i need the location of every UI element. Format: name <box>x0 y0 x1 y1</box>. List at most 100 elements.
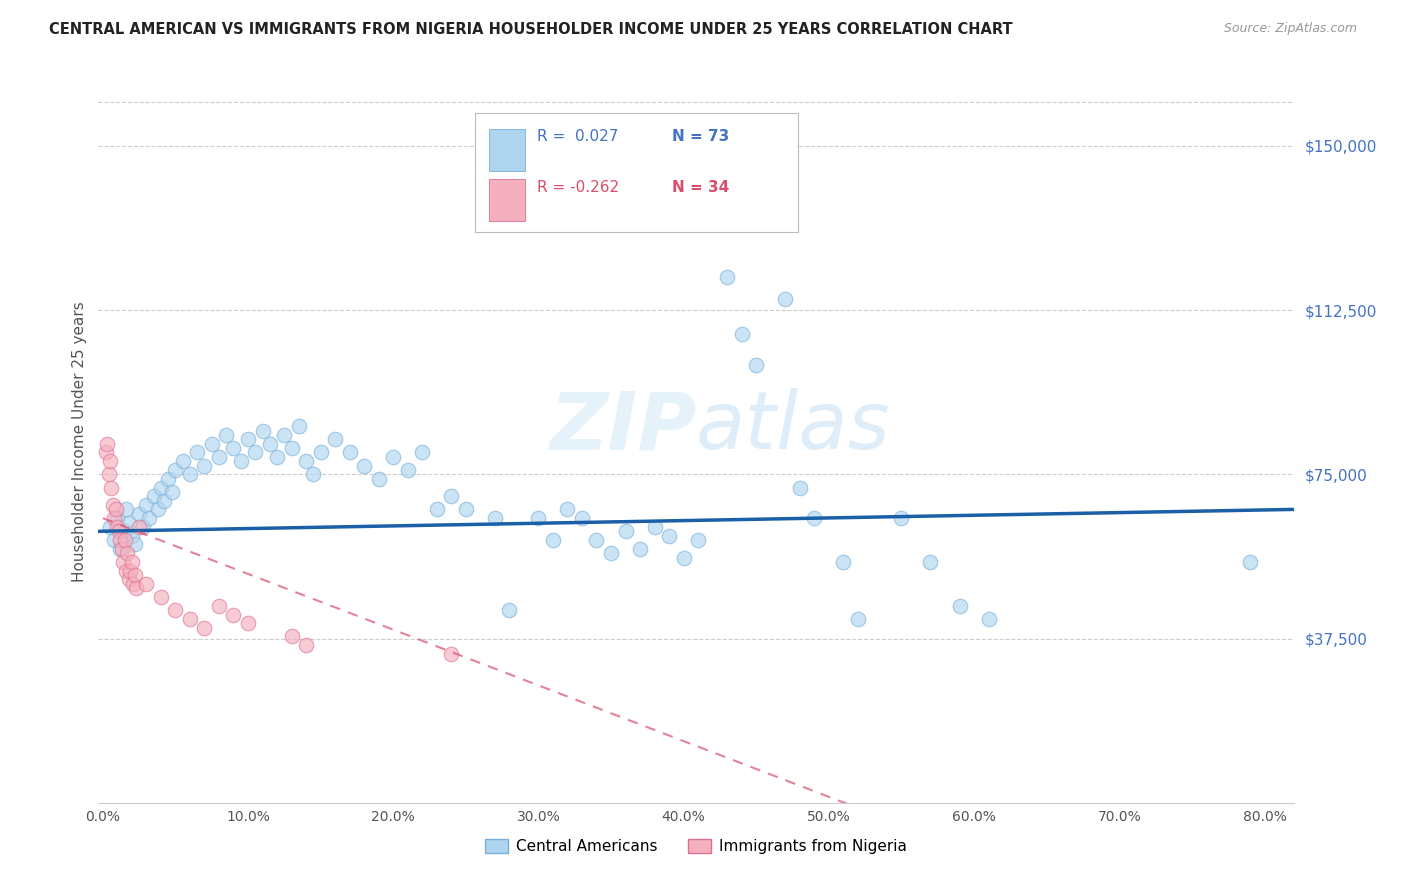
Text: Source: ZipAtlas.com: Source: ZipAtlas.com <box>1223 22 1357 36</box>
Point <box>280 629 302 643</box>
Point <box>832 555 855 569</box>
Point <box>105 520 128 534</box>
Point <box>259 436 281 450</box>
Point <box>600 546 623 560</box>
Point <box>396 463 419 477</box>
Point <box>775 292 797 306</box>
Point <box>236 433 259 447</box>
Point <box>165 603 187 617</box>
Point <box>124 568 146 582</box>
Point <box>121 529 143 543</box>
Point <box>1239 555 1261 569</box>
Point <box>186 445 208 459</box>
Point <box>152 493 174 508</box>
Point <box>236 616 259 631</box>
Point <box>111 541 134 556</box>
Bar <box>489 128 524 170</box>
Point <box>411 445 433 459</box>
Point <box>628 541 651 556</box>
Point <box>193 458 215 473</box>
Point <box>266 450 288 464</box>
Point <box>789 481 811 495</box>
Point <box>122 577 145 591</box>
Point <box>672 550 695 565</box>
Point <box>208 450 231 464</box>
Point <box>614 524 637 539</box>
Point <box>541 533 564 547</box>
Legend: Central Americans, Immigrants from Nigeria: Central Americans, Immigrants from Niger… <box>479 833 912 860</box>
Point <box>121 555 143 569</box>
Point <box>716 270 738 285</box>
Point <box>107 524 129 539</box>
Text: atlas: atlas <box>696 388 891 467</box>
Point <box>571 511 593 525</box>
Point <box>135 577 157 591</box>
Point <box>201 436 224 450</box>
Point <box>803 511 825 525</box>
Text: R = -0.262: R = -0.262 <box>537 180 619 195</box>
Point <box>323 433 346 447</box>
Point <box>100 481 122 495</box>
Point <box>295 454 318 468</box>
Point <box>120 564 142 578</box>
Text: R =  0.027: R = 0.027 <box>537 129 619 145</box>
Point <box>94 445 117 459</box>
Point <box>128 507 150 521</box>
Point <box>222 607 245 622</box>
Point <box>288 419 311 434</box>
Point <box>440 647 463 661</box>
Point <box>222 441 245 455</box>
Point <box>115 502 138 516</box>
Point <box>846 612 869 626</box>
Point <box>149 590 172 604</box>
Point <box>309 445 332 459</box>
Point <box>688 533 710 547</box>
Point <box>112 555 135 569</box>
Point <box>977 612 1000 626</box>
Point <box>149 481 172 495</box>
Point <box>245 445 267 459</box>
Point <box>118 516 141 530</box>
Point <box>527 511 550 525</box>
Point <box>179 612 201 626</box>
Point <box>179 467 201 482</box>
Text: N = 34: N = 34 <box>672 180 730 195</box>
Point <box>440 489 463 503</box>
Point <box>484 511 506 525</box>
Point <box>97 467 120 482</box>
Point <box>454 502 477 516</box>
Point <box>98 520 121 534</box>
Point <box>193 621 215 635</box>
Point <box>426 502 449 516</box>
Point <box>98 454 121 468</box>
Point <box>108 533 131 547</box>
Y-axis label: Householder Income Under 25 years: Householder Income Under 25 years <box>72 301 87 582</box>
Point <box>367 472 389 486</box>
Text: CENTRAL AMERICAN VS IMMIGRANTS FROM NIGERIA HOUSEHOLDER INCOME UNDER 25 YEARS CO: CENTRAL AMERICAN VS IMMIGRANTS FROM NIGE… <box>49 22 1012 37</box>
Point <box>731 327 754 342</box>
Point <box>165 463 187 477</box>
Point <box>118 573 141 587</box>
Point <box>142 489 165 503</box>
Point <box>280 441 302 455</box>
Point <box>252 424 274 438</box>
Point <box>162 484 184 499</box>
Point <box>125 581 148 595</box>
Point <box>115 564 138 578</box>
Point <box>117 546 139 560</box>
Point <box>103 533 125 547</box>
Point <box>128 520 150 534</box>
Point <box>295 638 318 652</box>
FancyBboxPatch shape <box>475 112 797 232</box>
Point <box>108 541 131 556</box>
Point <box>124 537 146 551</box>
Point <box>557 502 579 516</box>
Point <box>229 454 252 468</box>
Point <box>658 529 681 543</box>
Point <box>302 467 325 482</box>
Text: ZIP: ZIP <box>548 388 696 467</box>
Point <box>498 603 520 617</box>
Point <box>105 511 128 525</box>
Text: N = 73: N = 73 <box>672 129 730 145</box>
Point <box>146 502 169 516</box>
